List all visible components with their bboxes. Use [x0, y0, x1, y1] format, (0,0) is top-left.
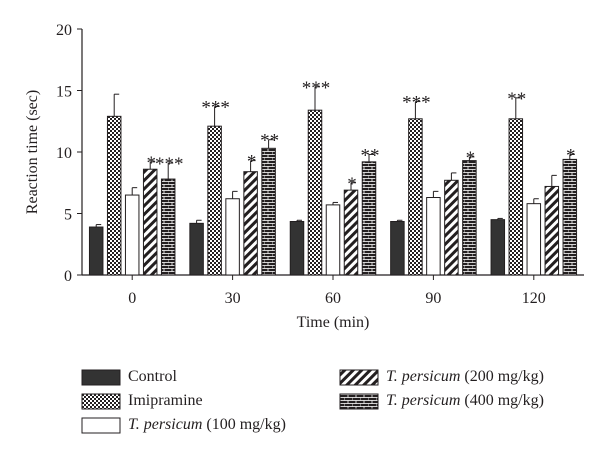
significance-label: ** [507, 89, 526, 110]
bar-checker-30 [207, 125, 222, 276]
x-axis-label: Time (min) [297, 314, 370, 331]
significance-label: ** [361, 145, 380, 166]
y-axis-label: Reaction time (sec) [24, 90, 41, 214]
significance-label: *** [201, 97, 230, 118]
bar-hatch-60 [343, 189, 359, 276]
bar-solid-60 [289, 220, 305, 276]
bar-brick-0 [160, 178, 176, 276]
bar-white-30 [225, 198, 240, 276]
bar-checker-120 [508, 118, 524, 276]
significance-label: * [466, 148, 476, 169]
x-tick-label: 120 [522, 290, 546, 307]
bar-white-60 [325, 204, 341, 276]
bar-hatch-120 [544, 185, 560, 276]
y-tick-label: 15 [56, 84, 72, 101]
bar-solid-90 [390, 220, 405, 276]
bars: * ********************** [88, 78, 578, 276]
significance-label: *** [302, 78, 331, 99]
bar-white-90 [426, 197, 441, 276]
bar-brick-120 [562, 158, 578, 276]
legend-swatch-solid [81, 369, 121, 386]
y-tick-label: 5 [64, 207, 72, 224]
y-tick-label: 10 [56, 145, 72, 162]
bar-solid-120 [490, 219, 506, 276]
bar-white-0 [124, 194, 140, 276]
significance-label: * [347, 174, 357, 195]
x-tick-label: 60 [325, 290, 341, 307]
bar-white-120 [526, 203, 542, 276]
legend-swatch-hatch [339, 369, 379, 386]
bar-solid-30 [189, 222, 204, 276]
legend-swatch-checker [81, 393, 121, 410]
axes: 0 5 10 15 20 Reaction time (sec) Time (min) 0 30… [24, 22, 584, 331]
bar-checker-60 [307, 109, 323, 276]
bar-hatch-90 [444, 179, 459, 276]
significance-label: ** [260, 131, 279, 152]
x-tick-label: 0 [128, 290, 136, 307]
bar-brick-60 [361, 161, 377, 276]
y-tick-label: 0 [64, 268, 72, 285]
significance-label: *** [155, 154, 184, 175]
legend-swatch-white [81, 417, 121, 434]
y-tick-label: 20 [56, 22, 72, 39]
legend-swatches [81, 369, 379, 434]
bar-solid-0 [88, 226, 104, 276]
bar-hatch-0 [142, 168, 158, 276]
significance-label: * [566, 145, 576, 166]
x-tick-label: 30 [225, 290, 241, 307]
legend-swatch-brick [339, 393, 379, 410]
bar-brick-90 [462, 160, 477, 276]
x-tick-label: 90 [425, 290, 441, 307]
bar-hatch-30 [243, 171, 258, 276]
bar-checker-90 [408, 118, 423, 276]
bar-checker-0 [106, 115, 122, 276]
significance-label: * [247, 152, 257, 173]
bar-brick-30 [261, 147, 276, 276]
significance-label: *** [402, 93, 431, 114]
significance-label: * [146, 153, 156, 174]
